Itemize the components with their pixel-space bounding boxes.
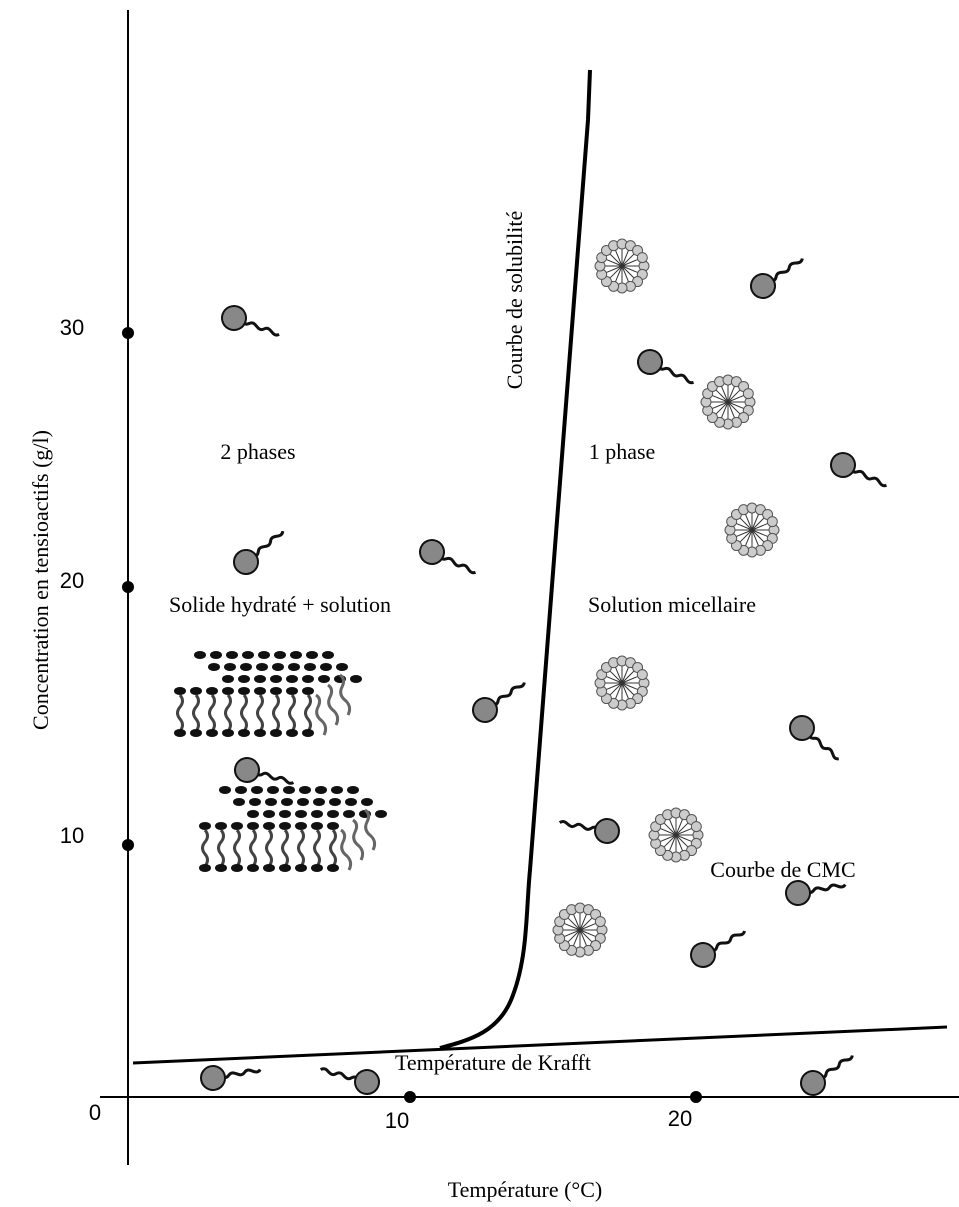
surf	[685, 919, 753, 973]
axis-dots	[122, 327, 702, 1103]
surf	[466, 671, 533, 729]
micelle	[594, 238, 650, 294]
surf	[197, 1056, 264, 1094]
region-label: Solution micellaire	[588, 592, 756, 617]
cmc-curve	[132, 1025, 948, 1065]
layer	[197, 784, 389, 874]
surf	[414, 534, 483, 585]
surf	[556, 809, 623, 847]
illustrations	[172, 238, 894, 1102]
region-label: 1 phase	[589, 439, 656, 464]
micelle	[552, 902, 608, 958]
x-tick-label: 20	[668, 1106, 692, 1131]
solubility-curve	[439, 69, 592, 1050]
y-tick-label: 20	[60, 568, 84, 593]
surf	[825, 447, 894, 498]
surf	[227, 520, 292, 581]
y-tick-label: 30	[60, 315, 84, 340]
surf	[632, 344, 701, 395]
surf	[794, 1044, 861, 1102]
region-label: Solide hydraté + solution	[169, 592, 391, 617]
x-tick-label: 10	[385, 1108, 409, 1133]
region-label: 2 phases	[220, 439, 295, 464]
surf	[744, 247, 811, 305]
micelle	[594, 655, 650, 711]
x-axis-title: Température (°C)	[448, 1177, 602, 1202]
y-tick-label: 10	[60, 823, 84, 848]
layer	[172, 649, 364, 739]
micelle	[724, 502, 780, 558]
surf	[316, 1056, 384, 1099]
curve-label: Température de Krafft	[395, 1050, 591, 1075]
origin-label: 0	[89, 1100, 101, 1125]
y-axis-title: Concentration en tensioactifs (g/l)	[28, 430, 53, 730]
micelle	[648, 807, 704, 863]
curve-label: Courbe de solubilité	[502, 211, 527, 389]
curve-label: Courbe de CMC	[710, 857, 855, 882]
micelle	[700, 374, 756, 430]
surf	[783, 709, 848, 770]
surf	[217, 301, 285, 348]
